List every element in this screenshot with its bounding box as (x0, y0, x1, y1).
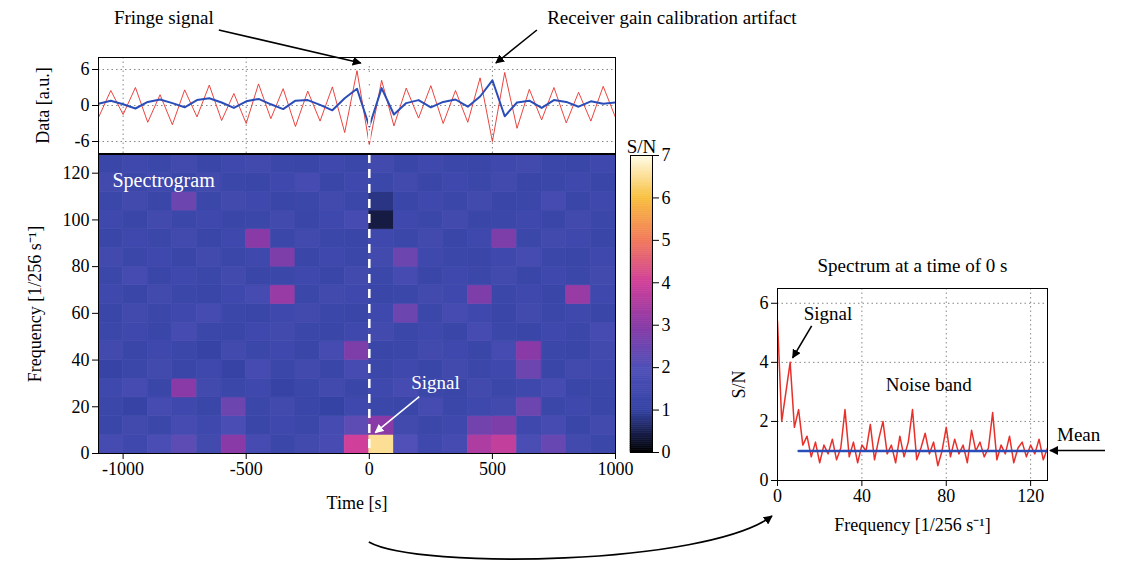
svg-text:S/N: S/N (627, 136, 657, 157)
svg-text:120: 120 (63, 163, 90, 183)
svg-text:0: 0 (760, 470, 769, 490)
svg-text:120: 120 (1017, 486, 1044, 506)
svg-text:Fringe signal: Fringe signal (114, 7, 214, 28)
svg-text:0: 0 (773, 486, 782, 506)
svg-text:4: 4 (662, 273, 671, 293)
svg-text:Data [a.u.]: Data [a.u.] (33, 67, 53, 143)
svg-text:-500: -500 (230, 459, 263, 479)
svg-text:Receiver gain calibration arti: Receiver gain calibration artifact (547, 7, 797, 28)
svg-text:0: 0 (365, 459, 374, 479)
svg-text:Spectrogram: Spectrogram (113, 169, 216, 192)
svg-text:2: 2 (760, 411, 769, 431)
svg-text:2: 2 (662, 357, 671, 377)
svg-text:500: 500 (479, 459, 506, 479)
svg-text:20: 20 (72, 397, 90, 417)
svg-text:80: 80 (937, 486, 955, 506)
svg-text:Signal: Signal (411, 372, 460, 393)
svg-text:60: 60 (72, 303, 90, 323)
svg-text:0: 0 (81, 443, 90, 463)
svg-text:4: 4 (760, 352, 769, 372)
svg-text:Time [s]: Time [s] (327, 493, 388, 513)
svg-text:7: 7 (662, 145, 671, 165)
svg-text:-1000: -1000 (102, 459, 144, 479)
svg-text:3: 3 (662, 315, 671, 335)
svg-text:-6: -6 (75, 131, 90, 151)
svg-text:40: 40 (853, 486, 871, 506)
svg-text:40: 40 (72, 350, 90, 370)
svg-text:0: 0 (81, 95, 90, 115)
svg-text:Noise band: Noise band (886, 374, 973, 395)
svg-text:5: 5 (662, 230, 671, 250)
svg-text:1: 1 (662, 400, 671, 420)
svg-text:0: 0 (662, 442, 671, 462)
svg-text:Frequency [1/256 s⁻¹]: Frequency [1/256 s⁻¹] (25, 226, 45, 382)
svg-text:80: 80 (72, 256, 90, 276)
svg-text:Spectrum at a time of 0 s: Spectrum at a time of 0 s (818, 255, 1008, 276)
svg-text:Signal: Signal (804, 303, 853, 324)
svg-text:6: 6 (81, 59, 90, 79)
svg-text:1000: 1000 (598, 459, 634, 479)
svg-text:6: 6 (662, 188, 671, 208)
svg-text:6: 6 (760, 293, 769, 313)
svg-text:100: 100 (63, 210, 90, 230)
svg-text:Mean: Mean (1057, 424, 1101, 445)
svg-text:Frequency [1/256 s⁻¹]: Frequency [1/256 s⁻¹] (834, 515, 990, 535)
svg-text:S/N: S/N (729, 370, 749, 398)
